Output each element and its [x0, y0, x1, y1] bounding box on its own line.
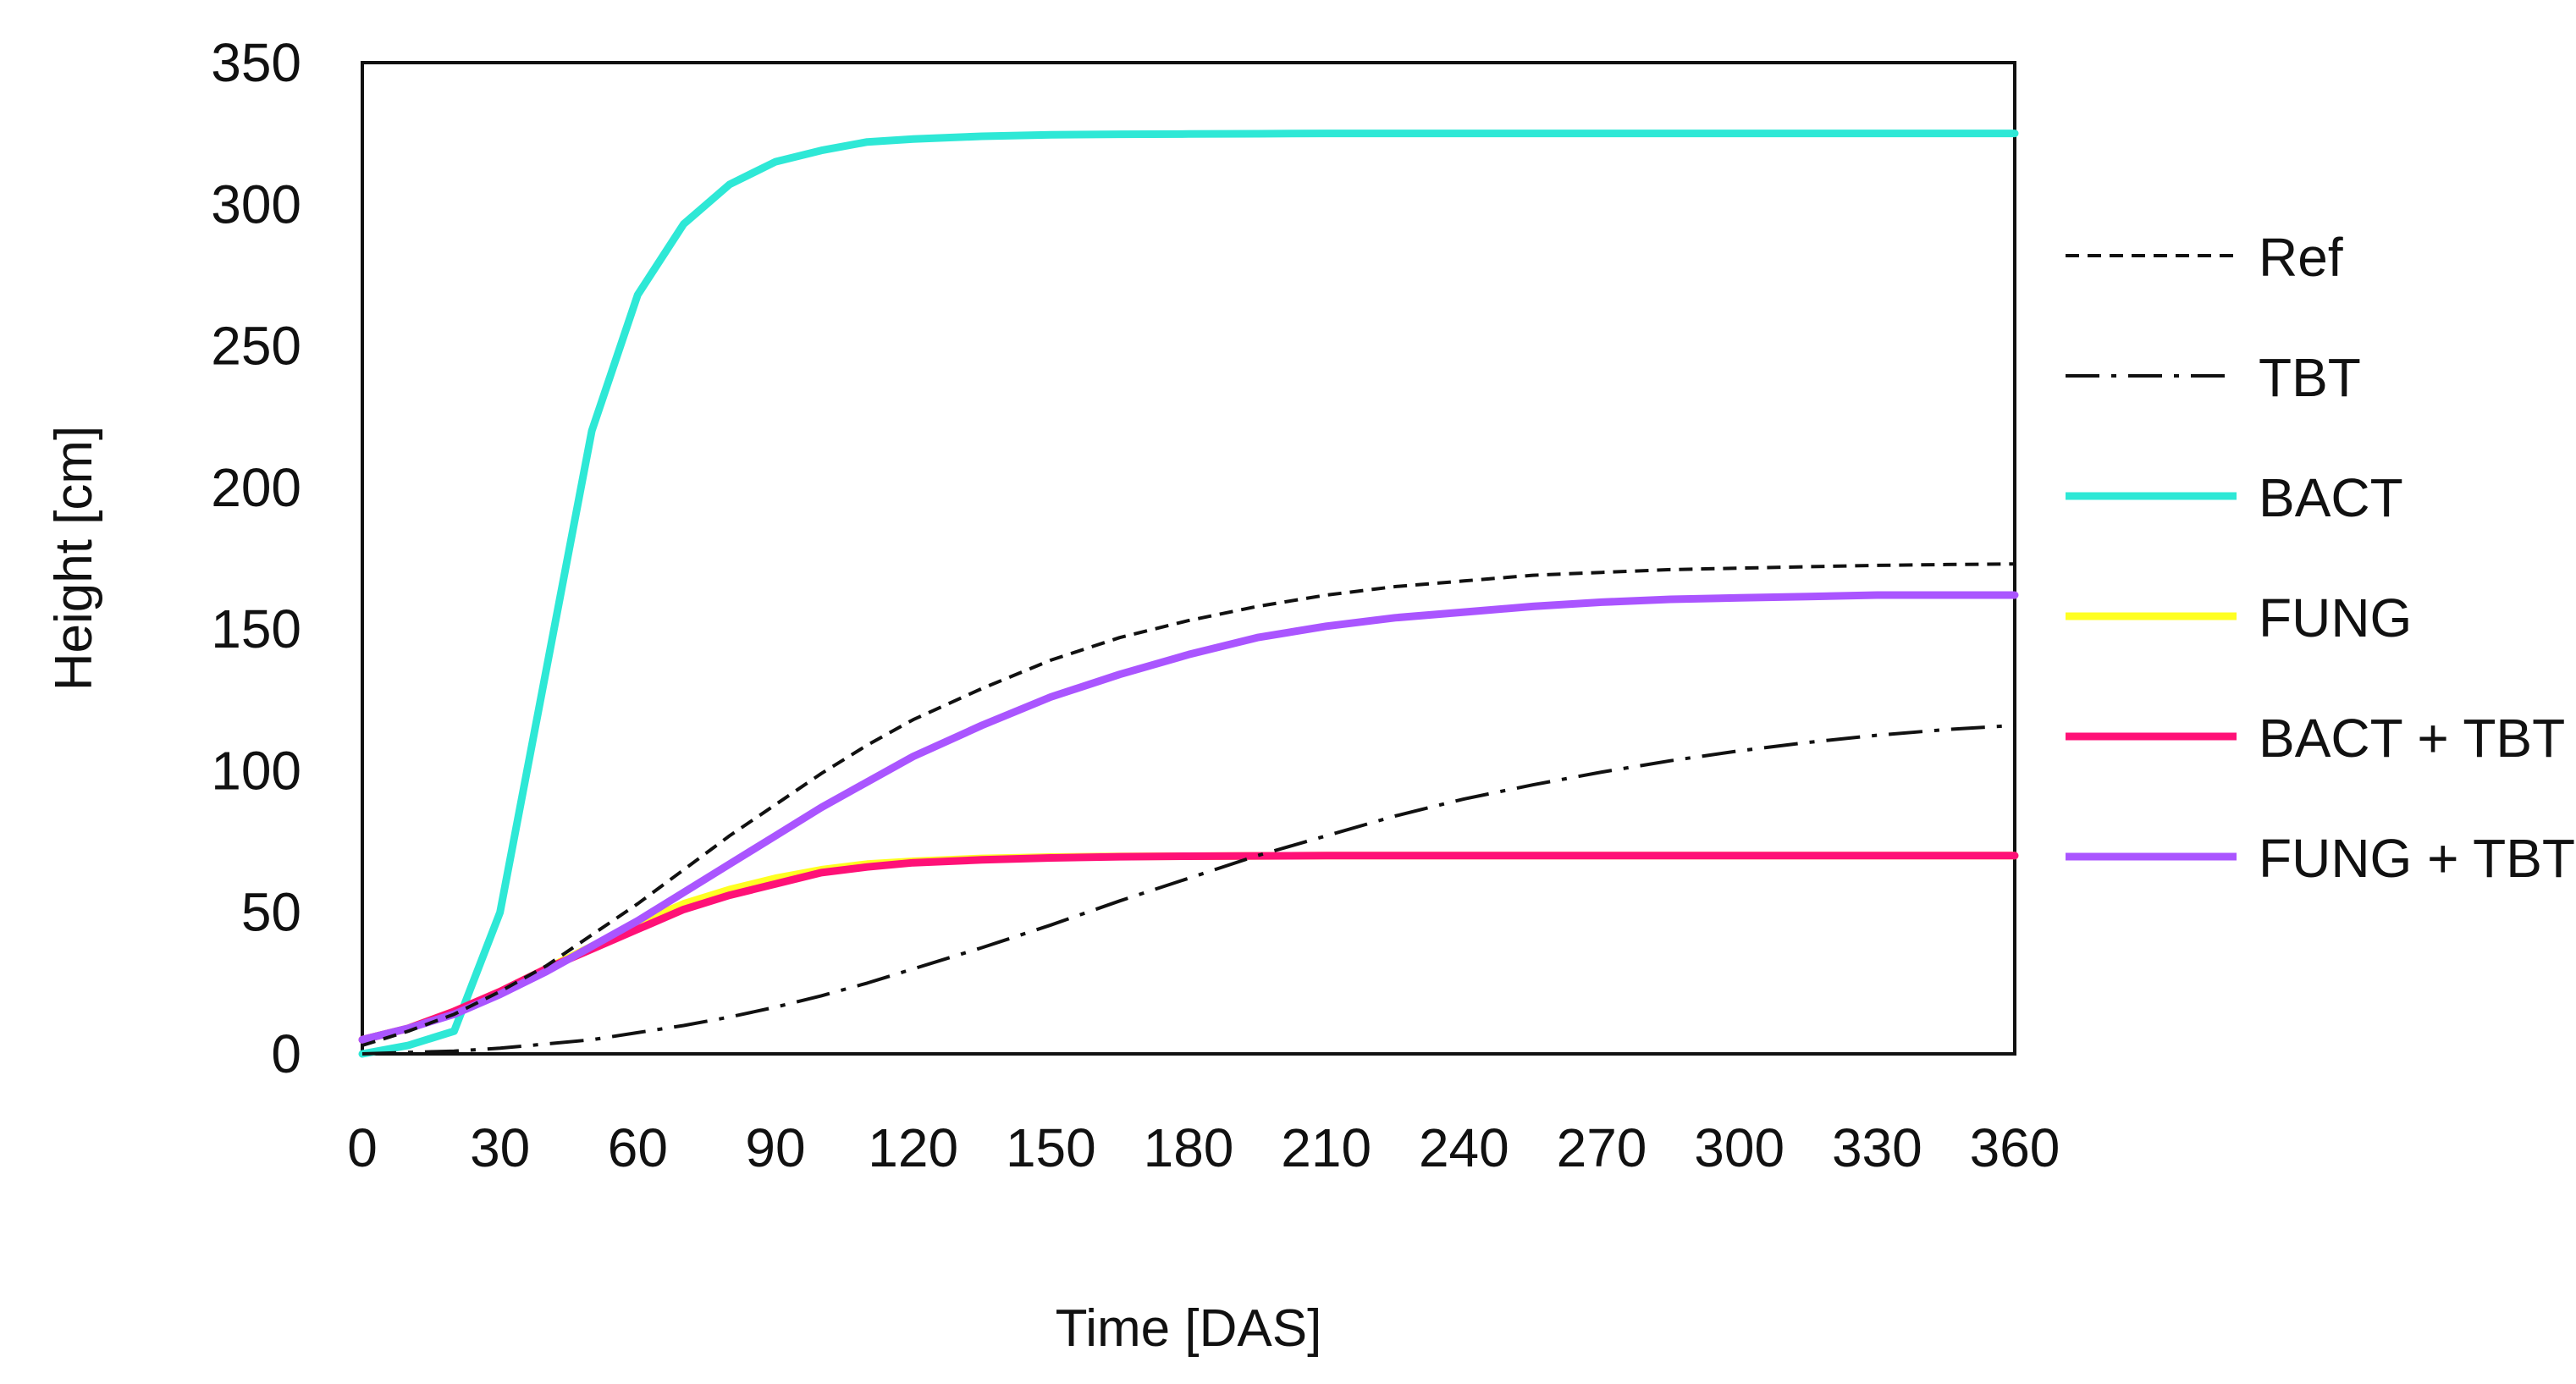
y-tick-label: 300: [211, 174, 301, 234]
y-tick-label: 100: [211, 740, 301, 801]
legend: Ref TBT BACT FUNG BACT + TBT FUNG + TBT: [2066, 227, 2575, 889]
series-line-bact-tbt: [358, 852, 2019, 1044]
x-tick-label: 0: [347, 1117, 378, 1178]
series-line-fung-tbt: [358, 591, 2019, 1044]
y-tick-label: 200: [211, 457, 301, 518]
y-tick-label: 50: [241, 882, 301, 943]
y-axis-ticks: 0 50 100 150 200 250 300 350: [211, 32, 301, 1084]
legend-label: FUNG: [2259, 587, 2412, 648]
series-line-tbt: [361, 723, 2016, 1056]
x-tick-label: 210: [1281, 1117, 1371, 1178]
x-tick-label: 90: [745, 1117, 805, 1178]
legend-label: BACT + TBT: [2259, 708, 2565, 769]
series-line-bact: [358, 130, 2019, 1058]
x-tick-label: 240: [1419, 1117, 1509, 1178]
x-axis-label: Time [DAS]: [1056, 1299, 1322, 1358]
y-axis-label: Height [cm]: [45, 426, 103, 692]
legend-label: FUNG + TBT: [2259, 828, 2575, 889]
x-tick-label: 30: [470, 1117, 530, 1178]
x-tick-label: 300: [1694, 1117, 1784, 1178]
y-tick-label: 0: [271, 1023, 301, 1084]
x-tick-label: 360: [1970, 1117, 2060, 1178]
y-tick-label: 250: [211, 316, 301, 377]
y-tick-label: 150: [211, 598, 301, 659]
series-line-fung: [358, 852, 2019, 1044]
x-tick-label: 180: [1144, 1117, 1234, 1178]
legend-label: Ref: [2259, 227, 2343, 288]
x-tick-label: 330: [1832, 1117, 1922, 1178]
x-tick-label: 270: [1557, 1117, 1647, 1178]
series-lines: [358, 130, 2019, 1058]
x-tick-label: 150: [1006, 1117, 1096, 1178]
x-tick-label: 120: [868, 1117, 958, 1178]
legend-label: TBT: [2259, 347, 2361, 408]
series-line-ref: [361, 562, 2016, 1047]
legend-label: BACT: [2259, 467, 2403, 528]
y-tick-label: 350: [211, 32, 301, 93]
plot-area: [361, 61, 2016, 1056]
x-tick-label: 60: [608, 1117, 668, 1178]
x-axis-ticks: 0 30 60 90 120 150 180 210 240 270 300 330 360: [347, 1117, 2060, 1178]
